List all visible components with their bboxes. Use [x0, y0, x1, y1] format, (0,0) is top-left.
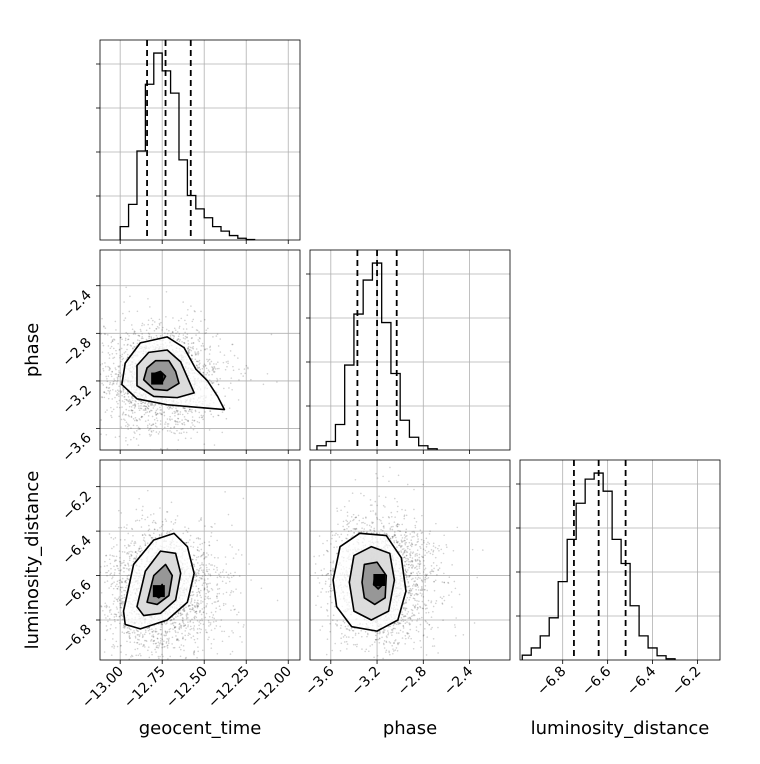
- y-axis-label-phase: phase: [22, 323, 43, 377]
- x-axis-label-luminosity_distance: luminosity_distance: [531, 718, 710, 739]
- x-axis-label-phase: phase: [383, 718, 437, 739]
- x-axis-label-geocent_time: geocent_time: [139, 718, 262, 739]
- y-axis-label-luminosity_distance: luminosity_distance: [22, 471, 43, 650]
